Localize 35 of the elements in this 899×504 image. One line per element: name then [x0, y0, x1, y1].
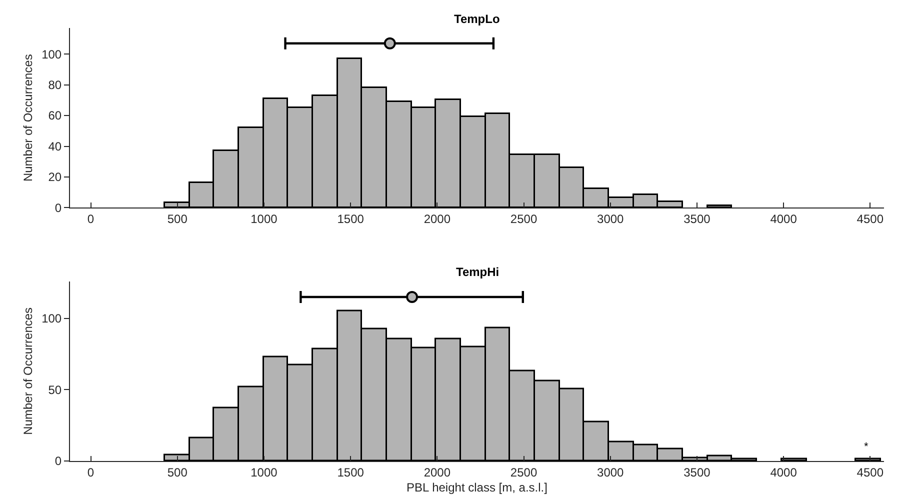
- x-tick-label: 4500: [856, 465, 884, 480]
- x-tick-label: 1500: [337, 465, 364, 480]
- x-tick-label: 500: [167, 212, 188, 226]
- chart-title: TempLo: [454, 12, 500, 26]
- x-tick-label: 2500: [510, 465, 538, 480]
- x-tick-label: 1000: [250, 212, 278, 226]
- y-tick-label: 40: [48, 139, 62, 154]
- x-tick-label: 4500: [856, 212, 884, 226]
- x-tick-label: 2500: [510, 212, 538, 226]
- x-tick-label: 3500: [684, 212, 711, 226]
- y-tick-label: 0: [54, 454, 62, 468]
- x-tick-label: 1500: [337, 212, 364, 226]
- x-tick-label: 4000: [770, 465, 798, 480]
- y-tick-label: 60: [48, 108, 62, 123]
- x-tick-label: 0: [87, 465, 94, 480]
- y-axis-title: Number of Occurrences: [20, 307, 35, 435]
- x-tick-label: 3000: [597, 212, 624, 226]
- x-tick-label: 0: [87, 212, 94, 226]
- annotation: *: [864, 441, 869, 453]
- y-axis-title: Number of Occurrences: [20, 54, 35, 182]
- x-tick-label: 1000: [250, 465, 278, 480]
- chart-title: TempHi: [456, 265, 500, 279]
- y-tick-label: 100: [42, 312, 62, 326]
- y-tick-label: 20: [48, 170, 62, 184]
- x-tick-label: 2000: [424, 465, 451, 480]
- y-tick-label: 50: [48, 382, 62, 397]
- y-tick-label: 100: [42, 47, 62, 62]
- x-tick-label: 3000: [597, 465, 624, 480]
- x-tick-label: 500: [167, 465, 188, 480]
- y-tick-label: 80: [48, 78, 62, 92]
- x-tick-label: 2000: [424, 212, 451, 226]
- x-tick-label: 3500: [684, 465, 711, 480]
- y-tick-label: 0: [54, 200, 62, 215]
- x-tick-label: 4000: [770, 212, 798, 226]
- x-axis-title: PBL height class [m, a.s.l.]: [406, 480, 548, 494]
